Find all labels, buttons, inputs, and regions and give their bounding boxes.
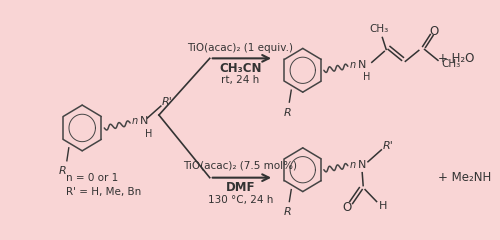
Text: n: n xyxy=(350,160,356,170)
Text: R' = H, Me, Bn: R' = H, Me, Bn xyxy=(66,186,141,197)
Text: R: R xyxy=(284,208,292,217)
Text: CH₃: CH₃ xyxy=(369,24,388,34)
Text: O: O xyxy=(430,25,439,38)
Text: n = 0 or 1: n = 0 or 1 xyxy=(66,173,118,183)
Text: R: R xyxy=(59,166,67,176)
Text: H: H xyxy=(146,129,153,139)
Text: n: n xyxy=(350,60,356,70)
Text: CH₃: CH₃ xyxy=(442,59,461,69)
Text: n: n xyxy=(132,116,138,126)
Text: rt, 24 h: rt, 24 h xyxy=(222,75,260,85)
Text: DMF: DMF xyxy=(226,181,255,194)
Text: N: N xyxy=(358,160,366,170)
Text: H: H xyxy=(363,72,370,82)
Text: CH₃CN: CH₃CN xyxy=(219,62,262,75)
Text: + H₂O: + H₂O xyxy=(438,52,474,65)
Text: TiO(acac)₂ (1 equiv.): TiO(acac)₂ (1 equiv.) xyxy=(188,43,294,54)
Text: R: R xyxy=(284,108,292,118)
Text: TiO(acac)₂ (7.5 mol%): TiO(acac)₂ (7.5 mol%) xyxy=(184,161,298,171)
Text: 130 °C, 24 h: 130 °C, 24 h xyxy=(208,195,273,204)
Text: R': R' xyxy=(162,97,172,107)
Text: N: N xyxy=(358,60,366,70)
Text: R': R' xyxy=(382,141,393,151)
Text: + Me₂NH: + Me₂NH xyxy=(438,171,491,184)
Text: N: N xyxy=(140,116,148,126)
Text: H: H xyxy=(378,200,387,210)
Text: O: O xyxy=(342,201,351,214)
